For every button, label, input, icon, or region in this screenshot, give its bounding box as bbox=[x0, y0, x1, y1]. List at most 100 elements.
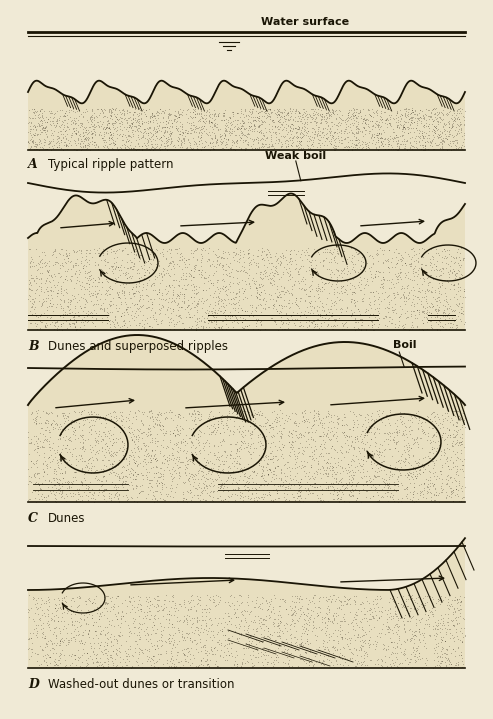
Point bbox=[163, 590, 171, 601]
Point bbox=[379, 133, 387, 145]
Point bbox=[194, 144, 202, 155]
Point bbox=[269, 616, 277, 628]
Point bbox=[250, 256, 258, 267]
Point bbox=[280, 656, 287, 667]
Point bbox=[95, 484, 103, 495]
Point bbox=[93, 454, 101, 465]
Point bbox=[426, 466, 434, 477]
Point bbox=[313, 631, 320, 642]
Point bbox=[286, 249, 294, 260]
Point bbox=[155, 284, 163, 296]
Point bbox=[204, 659, 212, 670]
Point bbox=[294, 132, 302, 143]
Point bbox=[138, 414, 145, 426]
Point bbox=[406, 623, 414, 635]
Point bbox=[183, 609, 191, 620]
Point bbox=[241, 321, 249, 332]
Point bbox=[299, 108, 307, 119]
Point bbox=[443, 431, 451, 442]
Point bbox=[70, 426, 78, 438]
Point bbox=[219, 629, 227, 641]
Point bbox=[350, 421, 357, 433]
Point bbox=[410, 410, 418, 421]
Point bbox=[386, 119, 394, 131]
Point bbox=[213, 133, 221, 145]
Point bbox=[52, 629, 60, 641]
Point bbox=[440, 647, 448, 659]
Point bbox=[329, 590, 337, 601]
Point bbox=[372, 106, 380, 117]
Point bbox=[99, 266, 107, 278]
Point bbox=[35, 485, 42, 496]
Point bbox=[75, 592, 83, 604]
Point bbox=[131, 287, 139, 298]
Point bbox=[241, 470, 249, 482]
Point bbox=[168, 642, 176, 654]
Point bbox=[78, 629, 86, 641]
Point bbox=[232, 291, 240, 303]
Point bbox=[233, 277, 241, 288]
Point bbox=[234, 278, 242, 289]
Point bbox=[397, 450, 405, 462]
Point bbox=[316, 602, 323, 613]
Point bbox=[50, 610, 58, 621]
Point bbox=[142, 443, 150, 454]
Point bbox=[368, 606, 376, 618]
Point bbox=[29, 137, 36, 148]
Point bbox=[222, 264, 230, 275]
Point bbox=[293, 126, 301, 137]
Point bbox=[31, 598, 39, 610]
Point bbox=[246, 118, 254, 129]
Point bbox=[129, 131, 137, 142]
Point bbox=[327, 139, 335, 150]
Point bbox=[396, 406, 404, 418]
Point bbox=[200, 452, 208, 464]
Point bbox=[105, 104, 113, 116]
Point bbox=[427, 106, 435, 118]
Point bbox=[113, 113, 121, 124]
Point bbox=[301, 116, 309, 128]
Point bbox=[415, 647, 423, 659]
Point bbox=[457, 103, 464, 114]
Point bbox=[43, 649, 51, 660]
Point bbox=[211, 422, 219, 434]
Point bbox=[72, 316, 80, 328]
Point bbox=[286, 104, 294, 115]
Point bbox=[326, 615, 334, 626]
Point bbox=[335, 116, 343, 127]
Point bbox=[112, 246, 120, 257]
Point bbox=[64, 635, 71, 646]
Point bbox=[53, 141, 61, 152]
Point bbox=[288, 488, 296, 500]
Point bbox=[156, 467, 164, 479]
Point bbox=[392, 423, 400, 435]
Point bbox=[353, 127, 361, 138]
Point bbox=[233, 489, 241, 500]
Point bbox=[249, 135, 257, 147]
Point bbox=[180, 252, 188, 263]
Point bbox=[120, 262, 128, 273]
Point bbox=[125, 422, 133, 434]
Point bbox=[228, 125, 236, 137]
Point bbox=[290, 317, 298, 329]
Point bbox=[105, 645, 112, 656]
Point bbox=[148, 116, 156, 128]
Point bbox=[100, 134, 107, 146]
Point bbox=[44, 608, 52, 620]
Point bbox=[97, 120, 105, 132]
Point bbox=[336, 444, 344, 456]
Point bbox=[311, 651, 319, 662]
Point bbox=[188, 657, 196, 669]
Point bbox=[49, 437, 57, 449]
Point bbox=[116, 115, 124, 127]
Point bbox=[174, 441, 182, 453]
Point bbox=[271, 441, 279, 452]
Point bbox=[36, 602, 44, 613]
Point bbox=[333, 416, 341, 428]
Point bbox=[165, 628, 173, 640]
Point bbox=[56, 625, 64, 636]
Point bbox=[381, 302, 389, 313]
Point bbox=[350, 104, 357, 116]
Point bbox=[286, 287, 294, 298]
Point bbox=[93, 656, 101, 667]
